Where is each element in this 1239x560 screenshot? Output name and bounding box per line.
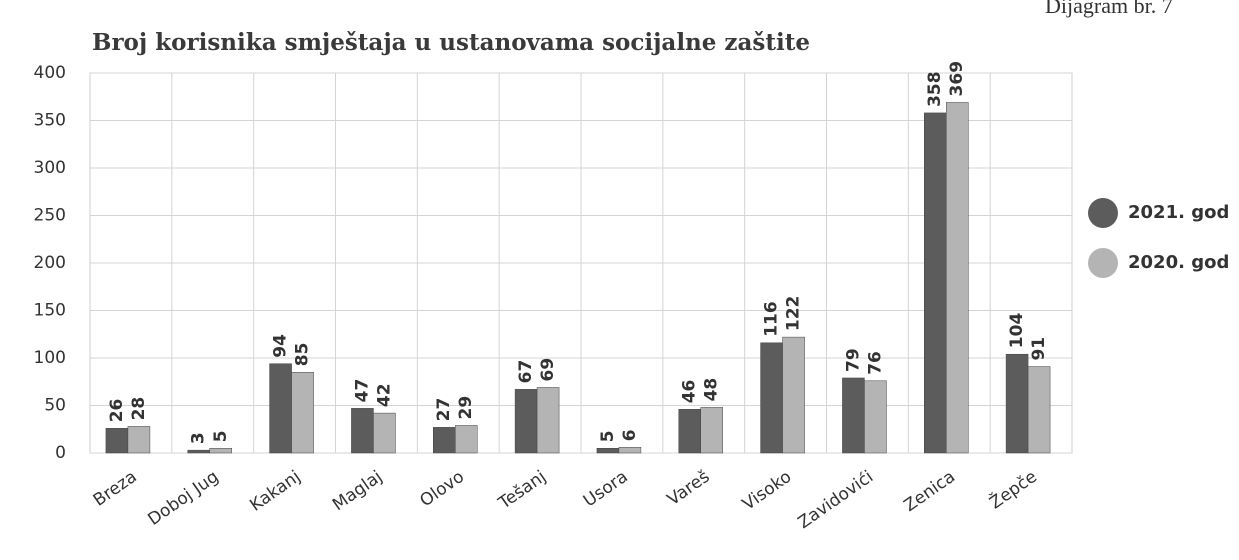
bar xyxy=(291,372,314,454)
bar xyxy=(700,407,723,454)
value-label: 116 xyxy=(762,301,782,337)
bar xyxy=(209,448,232,454)
value-label: 79 xyxy=(843,348,863,372)
value-label: 48 xyxy=(702,378,722,402)
legend-label: 2020. god xyxy=(1128,252,1229,273)
value-label: 91 xyxy=(1029,337,1049,361)
y-tick-label: 0 xyxy=(55,443,66,463)
value-label: 29 xyxy=(456,396,476,420)
bar xyxy=(105,428,129,454)
y-tick-label: 100 xyxy=(34,348,66,368)
bar xyxy=(351,408,374,454)
value-label: 47 xyxy=(352,379,372,403)
value-label: 85 xyxy=(293,343,313,367)
bar xyxy=(455,425,478,454)
bar xyxy=(127,426,151,454)
y-tick-label: 400 xyxy=(34,63,66,83)
bar xyxy=(864,380,887,454)
value-label: 6 xyxy=(620,429,640,441)
bar xyxy=(536,387,560,454)
bar xyxy=(1005,353,1029,454)
chart-title: Broj korisnika smještaja u ustanovama so… xyxy=(92,29,810,56)
bar xyxy=(596,448,620,454)
bar xyxy=(618,447,642,454)
page-note: Dijagram br. 7 xyxy=(1045,0,1173,18)
legend-swatch xyxy=(1088,198,1118,228)
bar xyxy=(1027,366,1051,454)
value-label: 94 xyxy=(271,334,291,358)
bar xyxy=(187,449,210,454)
y-tick-label: 50 xyxy=(44,396,66,416)
value-label: 27 xyxy=(434,398,454,422)
bar xyxy=(760,342,783,454)
value-label: 369 xyxy=(947,61,967,97)
value-label: 69 xyxy=(538,358,558,382)
y-tick-label: 250 xyxy=(34,206,66,226)
bar xyxy=(678,409,701,454)
bar xyxy=(782,336,805,454)
bar xyxy=(946,102,969,454)
value-label: 122 xyxy=(784,296,804,332)
legend-swatch xyxy=(1088,248,1118,278)
value-label: 358 xyxy=(925,71,945,107)
bar xyxy=(373,412,396,454)
y-tick-label: 350 xyxy=(34,111,66,131)
value-label: 5 xyxy=(598,430,618,442)
bar xyxy=(269,363,292,454)
value-label: 76 xyxy=(865,351,885,375)
value-label: 46 xyxy=(680,380,700,404)
bar xyxy=(514,389,538,454)
value-label: 67 xyxy=(516,360,536,384)
y-tick-label: 200 xyxy=(34,253,66,273)
legend-label: 2021. god xyxy=(1128,202,1229,223)
bar xyxy=(433,427,456,454)
value-label: 104 xyxy=(1007,313,1027,349)
value-label: 5 xyxy=(211,430,231,442)
y-tick-label: 150 xyxy=(34,301,66,321)
bar xyxy=(924,112,947,454)
value-label: 42 xyxy=(374,383,394,407)
y-tick-label: 300 xyxy=(34,158,66,178)
value-label: 3 xyxy=(189,432,209,444)
bar xyxy=(842,377,865,454)
value-label: 28 xyxy=(129,397,149,421)
value-label: 26 xyxy=(107,399,127,423)
